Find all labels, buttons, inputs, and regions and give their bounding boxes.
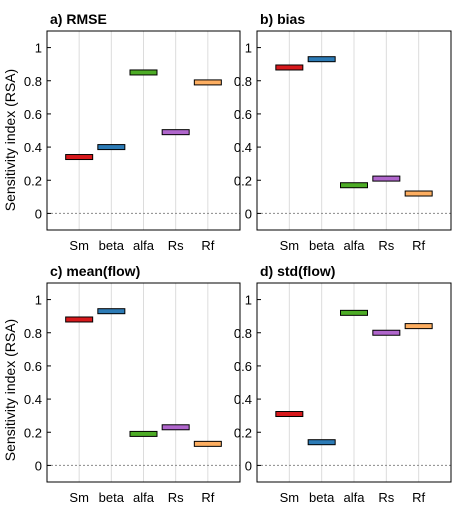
ylabel-bottom: Sensitivity index (RSA) xyxy=(2,319,18,461)
ytick-label: 0.4 xyxy=(24,140,42,155)
xtick-label: beta xyxy=(99,490,125,505)
ytick-label: 0.2 xyxy=(24,173,42,188)
axes-frame xyxy=(256,30,452,231)
panel-title: c) mean(flow) xyxy=(50,263,140,279)
bar-Sm xyxy=(275,411,304,418)
bar-alfa xyxy=(129,69,158,76)
bar-Rs xyxy=(372,175,401,182)
bar-Rf xyxy=(404,190,433,197)
ytick-label: 1 xyxy=(245,41,252,56)
xtick-label: Sm xyxy=(280,490,300,505)
panel-3: 0 0.2 0.4 0.6 0.8 1 Sm beta alfa Rs Rf c) mean(flow… xyxy=(24,263,241,505)
ytick-label: 0.8 xyxy=(234,326,252,341)
ytick-label: 0.8 xyxy=(24,74,42,89)
xtick-label: beta xyxy=(309,490,335,505)
ytick-label: 0.4 xyxy=(24,392,42,407)
bar-Rf xyxy=(193,79,222,86)
axes-frame xyxy=(46,282,241,483)
panel-title: b) bias xyxy=(260,11,305,27)
ytick-label: 0.6 xyxy=(234,359,252,374)
bar-Sm xyxy=(65,316,94,323)
ytick-label: 0 xyxy=(245,206,252,221)
ytick-label: 0.2 xyxy=(234,425,252,440)
bar-beta xyxy=(307,56,336,63)
xtick-label: Rf xyxy=(412,490,425,505)
xtick-label: Rf xyxy=(201,238,214,253)
panel-1: 0 0.2 0.4 0.6 0.8 1 Sm beta alfa Rs Rf a) RMSE xyxy=(24,11,241,253)
bar-beta xyxy=(97,308,126,315)
axes-frame xyxy=(256,282,452,483)
panel-title: d) std(flow) xyxy=(260,263,335,279)
bar-alfa xyxy=(340,182,368,189)
ytick-label: 0.4 xyxy=(234,392,252,407)
ytick-label: 0 xyxy=(35,458,42,473)
panel-2: 0 0.2 0.4 0.6 0.8 1 Sm beta alfa Rs Rf b) bias xyxy=(234,11,452,253)
xtick-label: Sm xyxy=(69,238,89,253)
bar-alfa xyxy=(129,430,158,437)
panel-4: 0 0.2 0.4 0.6 0.8 1 Sm beta alfa Rs Rf d) std(flow) xyxy=(234,263,452,505)
xtick-label: Rs xyxy=(168,238,184,253)
bar-Rs xyxy=(161,129,190,136)
ytick-label: 0.2 xyxy=(24,425,42,440)
xtick-label: Rs xyxy=(378,490,394,505)
ytick-label: 0.6 xyxy=(24,359,42,374)
ytick-label: 0.8 xyxy=(24,326,42,341)
bar-alfa xyxy=(340,309,368,316)
bar-beta xyxy=(307,439,336,446)
xtick-label: beta xyxy=(309,238,335,253)
ytick-label: 0.6 xyxy=(234,107,252,122)
ytick-label: 0.2 xyxy=(234,173,252,188)
ytick-label: 1 xyxy=(245,293,252,308)
xtick-label: Rf xyxy=(201,490,214,505)
xtick-label: alfa xyxy=(133,490,155,505)
bar-Rf xyxy=(193,440,222,447)
xtick-label: Rs xyxy=(378,238,394,253)
axes-frame xyxy=(46,30,241,231)
bar-Sm xyxy=(275,64,304,71)
ytick-label: 0.6 xyxy=(24,107,42,122)
xtick-label: Rf xyxy=(412,238,425,253)
ytick-label: 0 xyxy=(245,458,252,473)
ytick-label: 1 xyxy=(35,293,42,308)
ylabel-top: Sensitivity index (RSA) xyxy=(2,69,18,211)
panel-title: a) RMSE xyxy=(50,11,107,27)
bar-Rs xyxy=(372,329,401,336)
xtick-label: alfa xyxy=(344,490,366,505)
xtick-label: Rs xyxy=(168,490,184,505)
xtick-label: alfa xyxy=(344,238,366,253)
bar-Sm xyxy=(65,154,94,161)
ytick-label: 1 xyxy=(35,41,42,56)
xtick-label: alfa xyxy=(133,238,155,253)
xtick-label: Sm xyxy=(69,490,89,505)
bar-Rs xyxy=(161,424,190,431)
xtick-label: beta xyxy=(99,238,125,253)
bar-Rf xyxy=(404,323,433,330)
bar-beta xyxy=(97,144,126,151)
xtick-label: Sm xyxy=(280,238,300,253)
ytick-label: 0.4 xyxy=(234,140,252,155)
ytick-label: 0 xyxy=(35,206,42,221)
ytick-label: 0.8 xyxy=(234,74,252,89)
